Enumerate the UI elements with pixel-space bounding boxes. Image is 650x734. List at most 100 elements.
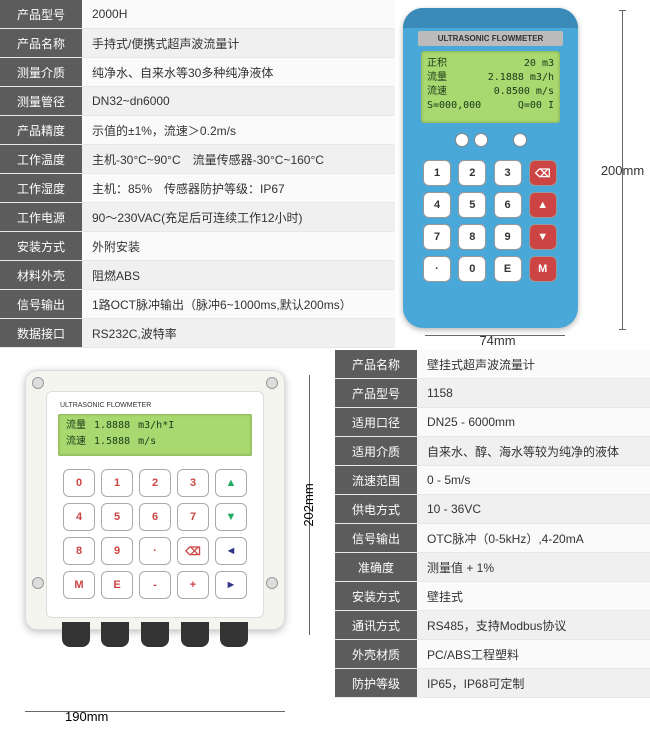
spec-value: OTC脉冲（0-5kHz）,4-20mA bbox=[417, 524, 650, 552]
spec-row: 产品名称壁挂式超声波流量计 bbox=[335, 350, 650, 379]
spec-label: 产品型号 bbox=[335, 379, 417, 407]
spec-label: 准确度 bbox=[335, 553, 417, 581]
spec-label: 产品名称 bbox=[0, 29, 82, 57]
spec-value: 壁挂式 bbox=[417, 582, 650, 610]
spec-label: 测量管径 bbox=[0, 87, 82, 115]
spec-row: 数据接口RS232C,波特率 bbox=[0, 319, 395, 348]
keypad-key: 4 bbox=[423, 192, 451, 218]
keypad-key: ▼ bbox=[529, 224, 557, 250]
spec-label: 测量介质 bbox=[0, 58, 82, 86]
handheld-title: ULTRASONIC FLOWMETER bbox=[418, 31, 563, 46]
keypad-key: 1 bbox=[101, 469, 133, 497]
spec-label: 流速范围 bbox=[335, 466, 417, 494]
spec-value: 纯净水、自来水等30多种纯净液体 bbox=[82, 58, 395, 86]
spec-value: 测量值 + 1% bbox=[417, 553, 650, 581]
handheld-keypad: 123⌫456▲789▼·0EM bbox=[403, 152, 578, 290]
keypad-key: · bbox=[423, 256, 451, 282]
keypad-key: 3 bbox=[494, 160, 522, 186]
spec-row: 供电方式10 - 36VC bbox=[335, 495, 650, 524]
spec-label: 材料外壳 bbox=[0, 261, 82, 289]
handheld-lcd-screen: 正积20 m3 流量2.1888 m3/h 流速0.8500 m/s S=000… bbox=[421, 51, 560, 123]
keypad-key: ⌫ bbox=[529, 160, 557, 186]
keypad-key: ⌫ bbox=[177, 537, 209, 565]
spec-label: 工作电源 bbox=[0, 203, 82, 231]
spec-row: 工作电源90～230VAC(充足后可连续工作12小时) bbox=[0, 203, 395, 232]
spec-row: 测量管径DN32~dn6000 bbox=[0, 87, 395, 116]
spec-value: 壁挂式超声波流量计 bbox=[417, 350, 650, 378]
spec-row: 防护等级IP65，IP68可定制 bbox=[335, 669, 650, 698]
bottom-section: ULTRASONIC FLOWMETER 流量1.8888m3/h*I 流速1.… bbox=[0, 350, 650, 734]
spec-row: 外壳材质PC/ABS工程塑料 bbox=[335, 640, 650, 669]
spec-row: 产品型号1158 bbox=[335, 379, 650, 408]
spec-label: 工作温度 bbox=[0, 145, 82, 173]
nav-btn bbox=[455, 133, 469, 147]
charge-indicator bbox=[513, 133, 527, 147]
spec-label: 外壳材质 bbox=[335, 640, 417, 668]
top-section: 产品型号2000H产品名称手持式/便携式超声波流量计测量介质纯净水、自来水等30… bbox=[0, 0, 650, 350]
spec-value: DN25 - 6000mm bbox=[417, 408, 650, 436]
spec-row: 信号输出OTC脉冲（0-5kHz）,4-20mA bbox=[335, 524, 650, 553]
spec-value: 主机-30°C~90°C 流量传感器-30°C~160°C bbox=[82, 145, 395, 173]
spec-row: 安装方式外附安装 bbox=[0, 232, 395, 261]
keypad-key: 8 bbox=[458, 224, 486, 250]
keypad-key: ► bbox=[215, 571, 247, 599]
keypad-key: 1 bbox=[423, 160, 451, 186]
cable-connectors bbox=[56, 622, 254, 647]
spec-label: 产品型号 bbox=[0, 0, 82, 28]
dimension-horizontal-1: 74mm bbox=[450, 333, 545, 348]
keypad-key: 5 bbox=[458, 192, 486, 218]
spec-value: DN32~dn6000 bbox=[82, 87, 395, 115]
spec-value: 示值的±1%，流速＞0.2m/s bbox=[82, 116, 395, 144]
spec-value: 10 - 36VC bbox=[417, 495, 650, 523]
keypad-key: ◄ bbox=[215, 537, 247, 565]
keypad-key: 2 bbox=[458, 160, 486, 186]
spec-value: RS232C,波特率 bbox=[82, 319, 395, 347]
spec-label: 安装方式 bbox=[335, 582, 417, 610]
spec-label: 供电方式 bbox=[335, 495, 417, 523]
keypad-key: 6 bbox=[494, 192, 522, 218]
keypad-key: ▲ bbox=[215, 469, 247, 497]
spec-value: 阻燃ABS bbox=[82, 261, 395, 289]
keypad-key: 7 bbox=[177, 503, 209, 531]
spec-value: 主机：85% 传感器防护等级：IP67 bbox=[82, 174, 395, 202]
spec-label: 数据接口 bbox=[0, 319, 82, 347]
dimension-vertical-2: 202mm bbox=[290, 375, 325, 635]
dimension-horizontal-2: 190mm bbox=[65, 709, 108, 724]
spec-value: 2000H bbox=[82, 0, 395, 28]
keypad-key: M bbox=[63, 571, 95, 599]
spec-row: 信号输出1路OCT脉冲输出（脉冲6~1000ms,默认200ms） bbox=[0, 290, 395, 319]
spec-value: PC/ABS工程塑料 bbox=[417, 640, 650, 668]
spec-value: 手持式/便携式超声波流量计 bbox=[82, 29, 395, 57]
handheld-nav-buttons bbox=[403, 133, 578, 147]
spec-label: 防护等级 bbox=[335, 669, 417, 697]
spec-label: 产品名称 bbox=[335, 350, 417, 378]
keypad-key: · bbox=[139, 537, 171, 565]
spec-row: 流速范围0 - 5m/s bbox=[335, 466, 650, 495]
nav-btn bbox=[474, 133, 488, 147]
spec-value: 外附安装 bbox=[82, 232, 395, 260]
keypad-key: ▲ bbox=[529, 192, 557, 218]
keypad-key: 7 bbox=[423, 224, 451, 250]
keypad-key: + bbox=[177, 571, 209, 599]
keypad-key: 8 bbox=[63, 537, 95, 565]
keypad-key: 3 bbox=[177, 469, 209, 497]
spec-value: 0 - 5m/s bbox=[417, 466, 650, 494]
spec-value: 自来水、醇、海水等较为纯净的液体 bbox=[417, 437, 650, 465]
wallmount-title: ULTRASONIC FLOWMETER bbox=[55, 400, 255, 411]
spec-label: 安装方式 bbox=[0, 232, 82, 260]
spec-row: 测量介质纯净水、自来水等30多种纯净液体 bbox=[0, 58, 395, 87]
keypad-key: 4 bbox=[63, 503, 95, 531]
wallmount-device-panel: ULTRASONIC FLOWMETER 流量1.8888m3/h*I 流速1.… bbox=[0, 350, 335, 734]
dimension-vertical-1: 200mm bbox=[600, 10, 645, 330]
spec-row: 产品名称手持式/便携式超声波流量计 bbox=[0, 29, 395, 58]
keypad-key: 9 bbox=[101, 537, 133, 565]
wallmount-device: ULTRASONIC FLOWMETER 流量1.8888m3/h*I 流速1.… bbox=[25, 370, 285, 630]
spec-table-2: 产品名称壁挂式超声波流量计产品型号1158适用口径DN25 - 6000mm适用… bbox=[335, 350, 650, 734]
spec-row: 适用口径DN25 - 6000mm bbox=[335, 408, 650, 437]
spec-row: 准确度测量值 + 1% bbox=[335, 553, 650, 582]
keypad-key: E bbox=[494, 256, 522, 282]
keypad-key: 9 bbox=[494, 224, 522, 250]
spec-row: 材料外壳阻燃ABS bbox=[0, 261, 395, 290]
spec-value: IP65，IP68可定制 bbox=[417, 669, 650, 697]
spec-label: 产品精度 bbox=[0, 116, 82, 144]
